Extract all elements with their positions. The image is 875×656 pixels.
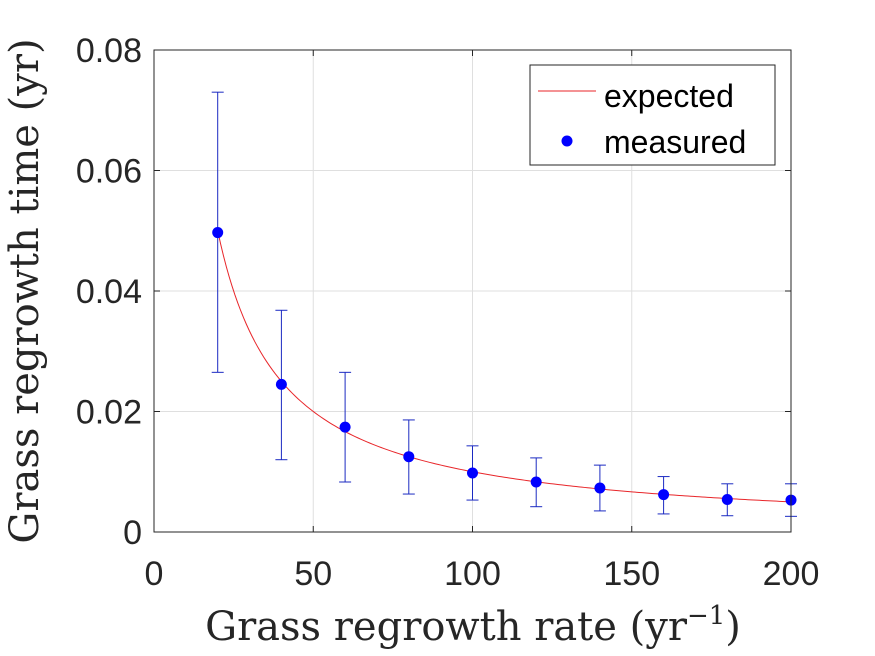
y-tick-labels: 0 0.02 0.04 0.06 0.08 <box>76 32 142 552</box>
measured-series <box>212 227 797 506</box>
legend: expected measured <box>529 64 776 166</box>
y-axis-title: Grass regrowth time (yr) <box>2 38 48 543</box>
expected-series <box>217 230 792 503</box>
legend-label-expected: expected <box>604 78 734 114</box>
data-point <box>721 493 733 505</box>
plot-frame <box>153 49 792 533</box>
x-axis-title-superscript: −1 <box>687 601 725 631</box>
legend-label-measured: measured <box>604 124 746 160</box>
data-point <box>467 467 478 479</box>
x-tick-labels: 0 50 100 150 200 <box>145 555 820 593</box>
y-tick-label: 0.04 <box>76 273 142 311</box>
y-tick-label: 0 <box>123 514 142 552</box>
data-point <box>403 451 415 463</box>
legend-box <box>529 64 776 166</box>
x-axis-title: Grass regrowth rate (yr−1) <box>205 601 741 650</box>
data-point <box>530 476 542 488</box>
x-tick-label: 150 <box>603 555 660 593</box>
x-axis-title-main: Grass regrowth rate (yr <box>205 604 688 650</box>
data-point <box>275 378 287 390</box>
data-point <box>594 482 606 494</box>
x-axis-title-end: ) <box>725 604 741 650</box>
x-tick-label: 200 <box>763 555 820 593</box>
x-tick-label: 50 <box>294 555 332 593</box>
y-tick-label: 0.08 <box>76 32 142 70</box>
y-tick-label: 0.02 <box>76 394 142 432</box>
x-tick-label: 100 <box>444 555 501 593</box>
expected-curve <box>217 230 792 503</box>
y-tick-label: 0.06 <box>76 153 142 191</box>
x-tick-label: 0 <box>145 555 164 593</box>
data-point <box>658 489 670 501</box>
data-point <box>212 227 224 239</box>
data-point <box>339 421 351 433</box>
legend-marker-measured <box>561 135 573 147</box>
